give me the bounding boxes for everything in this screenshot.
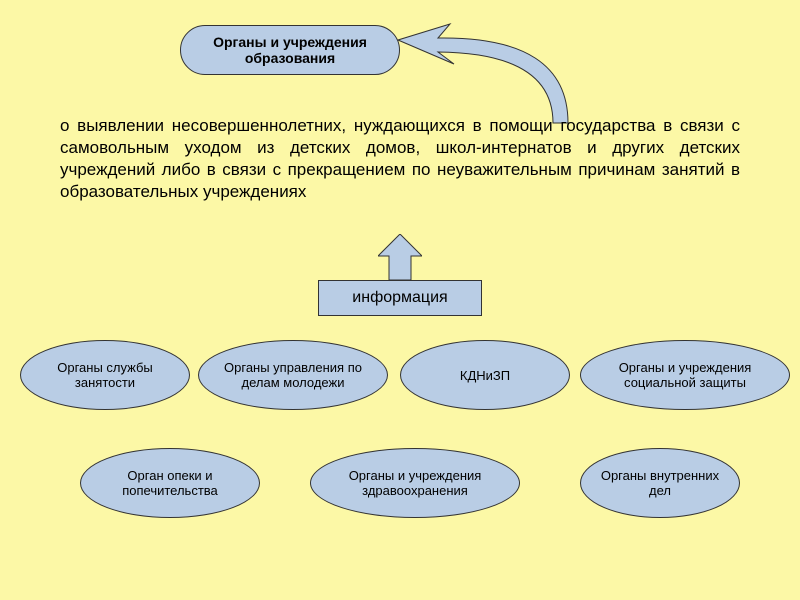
ellipse-kdn: КДНиЗП — [400, 340, 570, 410]
ellipse-internal-affairs: Органы внутренних дел — [580, 448, 740, 518]
arrow-up-icon — [378, 234, 422, 280]
description-text: о выявлении несовершеннолетних, нуждающи… — [60, 115, 740, 203]
ellipse-health: Органы и учреждения здравоохранения — [310, 448, 520, 518]
info-box: информация — [318, 280, 482, 316]
ellipse-youth: Органы управления по делам молодежи — [198, 340, 388, 410]
ellipse-social: Органы и учреждения социальной защиты — [580, 340, 790, 410]
top-title-box: Органы и учреждения образования — [180, 25, 400, 75]
ellipse-employment: Органы службы занятости — [20, 340, 190, 410]
ellipse-guardianship: Орган опеки и попечительства — [80, 448, 260, 518]
